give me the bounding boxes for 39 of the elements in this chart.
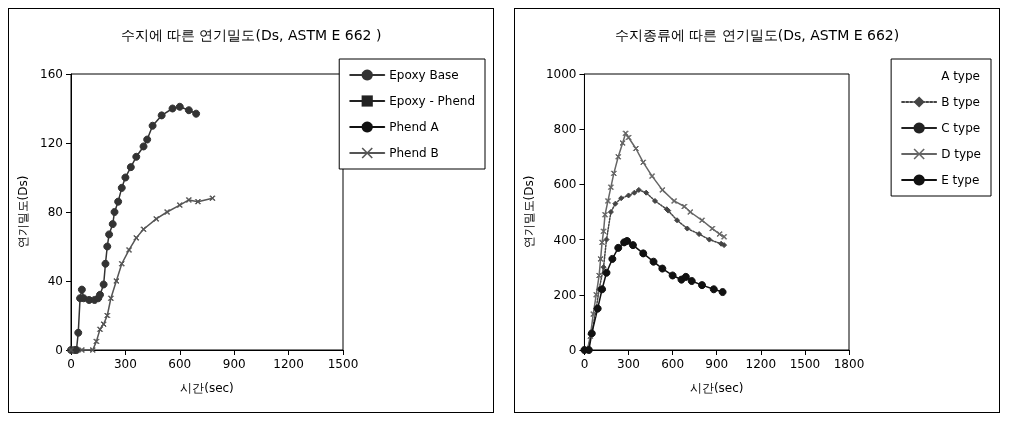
legend-label: C type <box>941 121 981 135</box>
legend-label: Epoxy - Phend <box>389 94 475 108</box>
legend-label: Epoxy Base <box>389 68 459 82</box>
y-axis-title: 연기밀도(Ds) <box>522 175 536 249</box>
x-tick-label: 600 <box>168 357 192 371</box>
y-tick-label: 0 <box>568 343 577 357</box>
y-tick-label: 40 <box>47 274 63 288</box>
x-tick-label: 1200 <box>273 357 304 371</box>
x-axis-title: 시간(sec) <box>180 381 234 395</box>
x-tick-label: 300 <box>617 357 640 371</box>
legend-label: E type <box>941 173 980 187</box>
x-axis-title: 시간(sec) <box>689 381 744 395</box>
x-tick-label: 900 <box>222 357 246 371</box>
text: A type <box>941 69 980 83</box>
y-tick-label: 200 <box>553 287 577 302</box>
y-tick-label: 400 <box>553 232 577 247</box>
x-tick-label: 900 <box>705 357 729 371</box>
y-tick-label: 0 <box>55 343 63 357</box>
x-tick-label: 1500 <box>327 357 359 371</box>
legend-label: B type <box>941 95 980 109</box>
y-tick-label: 120 <box>40 136 63 150</box>
x-tick-label: 1200 <box>745 357 777 371</box>
legend-label: Phend B <box>389 146 439 160</box>
y-tick-label: 600 <box>553 177 577 192</box>
chart-title: 수지종류에 따른 연기밀도(Ds, ASTM E 662) <box>614 27 900 43</box>
x-tick-label: 600 <box>661 357 685 371</box>
x-tick-label: 0 <box>580 357 589 371</box>
legend-label: Phend A <box>389 120 440 134</box>
chart-title: 수지에 따른 연기밀도(Ds, ASTM E 662 ) <box>120 27 382 43</box>
x-tick-label: 300 <box>113 357 137 371</box>
y-tick-label: 800 <box>553 122 577 137</box>
y-tick-label: 160 <box>40 67 63 81</box>
x-tick-label: 0 <box>67 357 75 371</box>
x-tick-label: 1500 <box>789 357 821 371</box>
y-tick-label: 80 <box>47 205 63 219</box>
y-tick-label: 1000 <box>545 67 577 81</box>
x-tick-label: 1800 <box>833 357 865 371</box>
y-axis-title: 연기밀도(Ds) <box>16 175 31 249</box>
legend-label: D type <box>941 147 982 161</box>
